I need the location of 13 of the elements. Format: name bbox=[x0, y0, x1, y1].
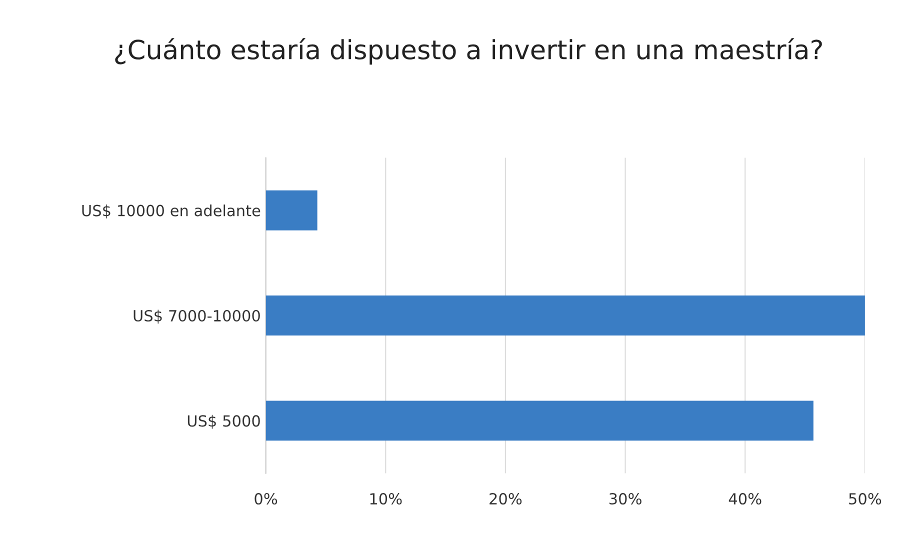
x-tick-label: 30% bbox=[609, 492, 642, 505]
y-tick-label: US$ 10000 en adelante bbox=[82, 204, 260, 218]
bar bbox=[266, 400, 814, 441]
bar bbox=[266, 190, 318, 230]
x-tick-label: 0% bbox=[254, 492, 278, 505]
x-tick-label: 20% bbox=[490, 492, 522, 505]
bar bbox=[266, 296, 865, 336]
x-tick-label: 50% bbox=[849, 492, 882, 505]
y-tick-label: US$ 5000 bbox=[188, 414, 260, 429]
x-tick-label: 40% bbox=[728, 492, 762, 505]
x-tick-label: 10% bbox=[370, 492, 402, 505]
y-tick-label: US$ 7000-10000 bbox=[134, 310, 260, 324]
chart-title: ¿Cuánto estaría dispuesto a invertir en una maestría? bbox=[115, 38, 822, 65]
